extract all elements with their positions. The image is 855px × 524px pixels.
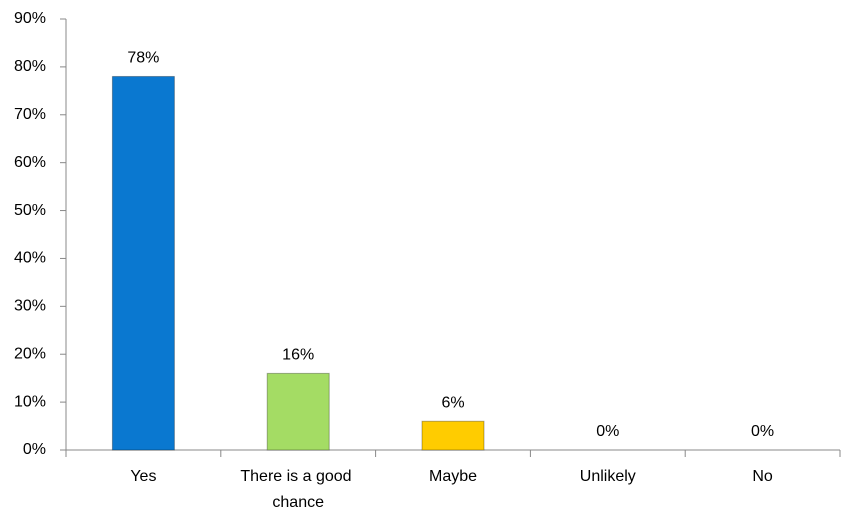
y-tick-label: 50% xyxy=(14,202,46,219)
x-tick-label: Yes xyxy=(130,468,156,485)
x-tick-label: There is a good chance xyxy=(240,468,356,511)
x-tick-label: No xyxy=(752,468,773,485)
y-tick-label: 30% xyxy=(14,298,46,315)
value-label: 78% xyxy=(127,50,159,67)
y-tick-label: 10% xyxy=(14,393,46,410)
value-label: 16% xyxy=(282,347,314,364)
y-tick-label: 0% xyxy=(23,441,46,458)
value-label: 0% xyxy=(596,423,619,440)
value-label: 6% xyxy=(441,394,464,411)
bar xyxy=(266,372,330,451)
x-tick-label: Maybe xyxy=(429,468,477,485)
y-tick-label: 40% xyxy=(14,250,46,267)
y-tick-label: 60% xyxy=(14,154,46,171)
y-tick-label: 70% xyxy=(14,106,46,123)
value-label: 0% xyxy=(751,423,774,440)
y-tick-label: 90% xyxy=(14,10,46,27)
y-tick-label: 80% xyxy=(14,58,46,75)
y-tick-label: 20% xyxy=(14,345,46,362)
bar xyxy=(111,75,175,451)
x-tick-label: Unlikely xyxy=(580,468,636,485)
bar xyxy=(421,420,485,451)
